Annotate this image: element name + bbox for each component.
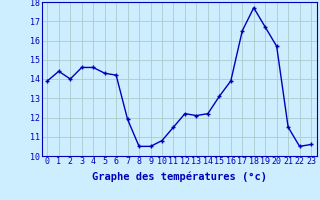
X-axis label: Graphe des températures (°c): Graphe des températures (°c) — [92, 172, 267, 182]
